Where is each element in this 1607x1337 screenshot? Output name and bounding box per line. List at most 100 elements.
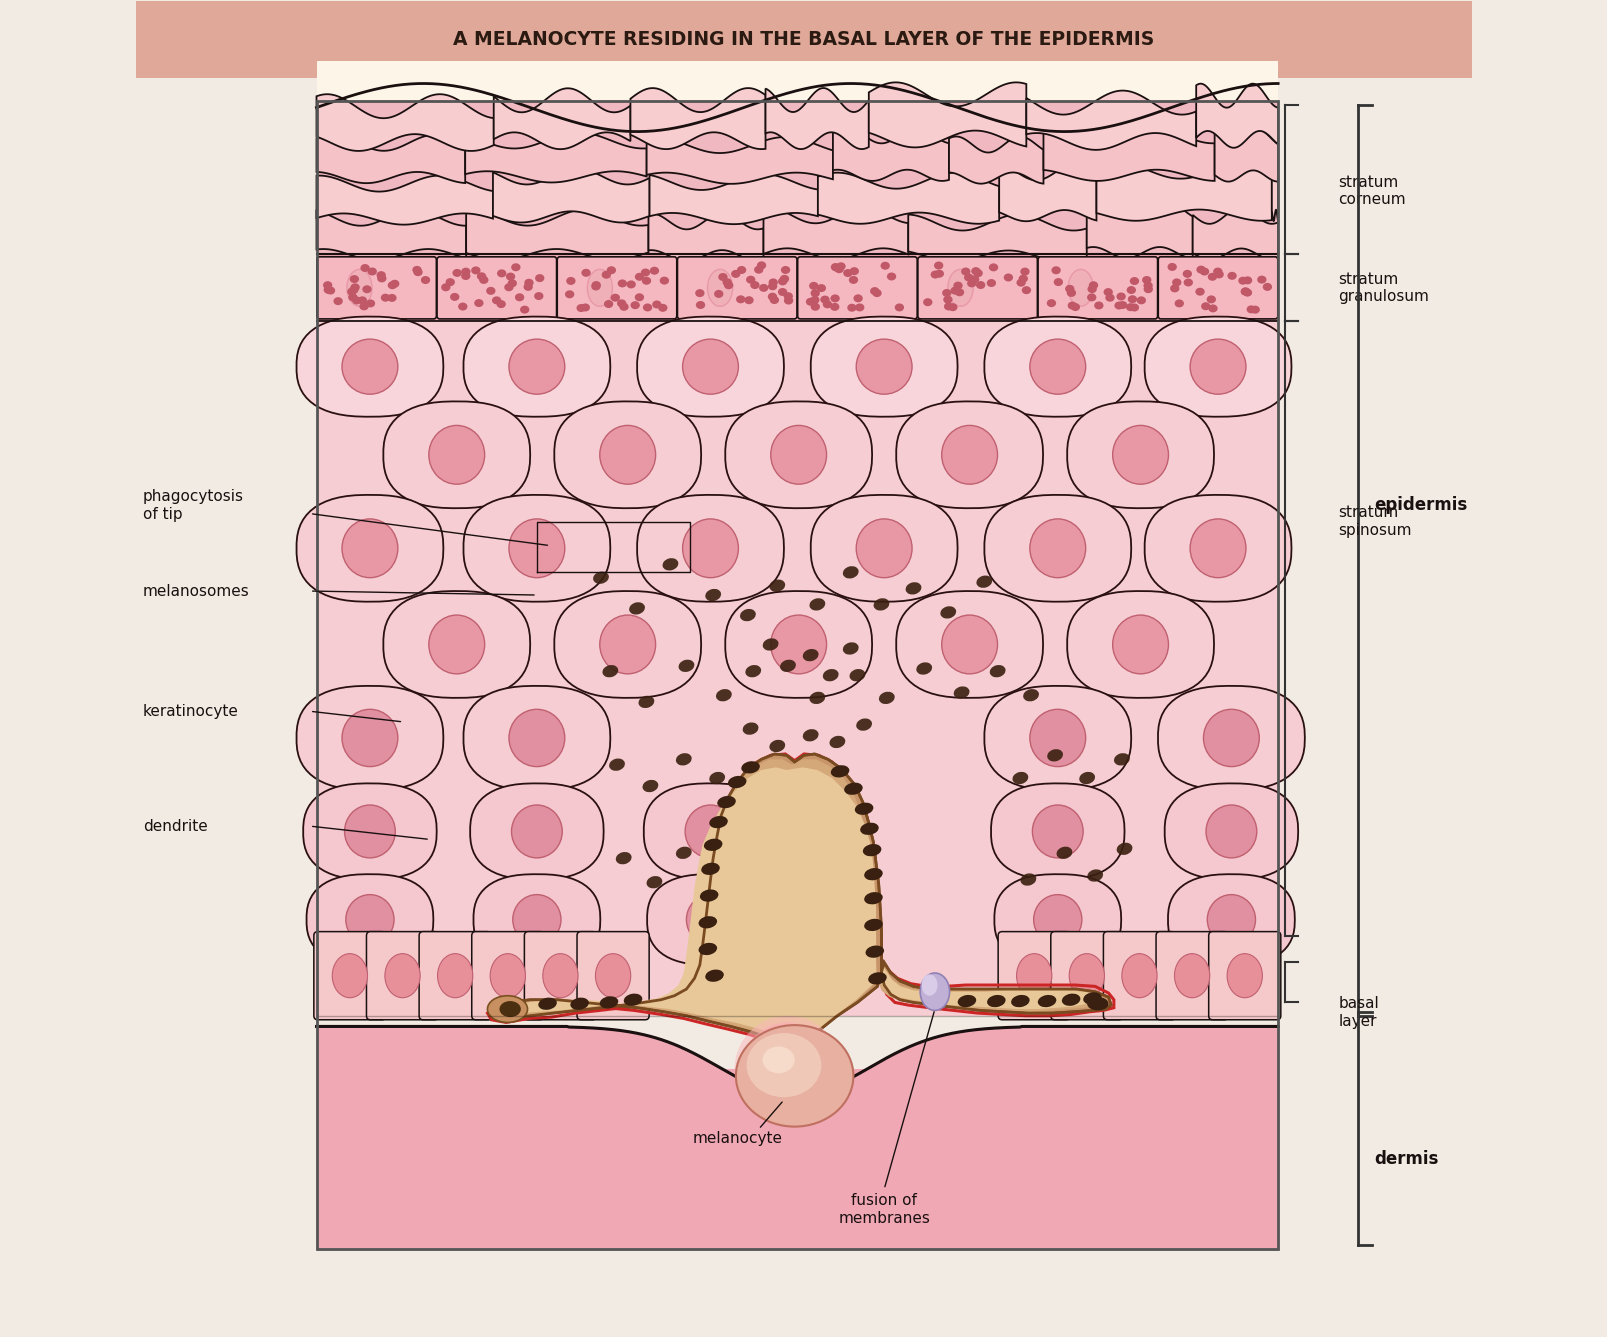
- Ellipse shape: [514, 293, 524, 301]
- FancyBboxPatch shape: [313, 932, 386, 1020]
- Ellipse shape: [1242, 289, 1252, 297]
- Ellipse shape: [916, 662, 932, 675]
- Polygon shape: [493, 168, 649, 222]
- Ellipse shape: [323, 281, 333, 289]
- Ellipse shape: [942, 425, 996, 484]
- Ellipse shape: [606, 266, 615, 274]
- Ellipse shape: [387, 281, 397, 289]
- Ellipse shape: [599, 996, 617, 1008]
- Ellipse shape: [1028, 519, 1085, 578]
- Ellipse shape: [643, 779, 657, 793]
- Ellipse shape: [709, 816, 728, 828]
- Ellipse shape: [921, 975, 937, 996]
- Ellipse shape: [1172, 278, 1181, 286]
- Ellipse shape: [603, 664, 617, 678]
- Ellipse shape: [686, 894, 734, 944]
- Ellipse shape: [1067, 269, 1093, 306]
- Ellipse shape: [802, 648, 818, 662]
- Ellipse shape: [848, 668, 865, 682]
- Ellipse shape: [604, 299, 612, 308]
- Ellipse shape: [564, 290, 574, 298]
- Ellipse shape: [744, 297, 754, 305]
- Ellipse shape: [591, 281, 601, 289]
- Ellipse shape: [1112, 425, 1168, 484]
- Ellipse shape: [873, 598, 889, 611]
- Ellipse shape: [535, 274, 545, 282]
- Ellipse shape: [1189, 340, 1245, 394]
- Ellipse shape: [471, 266, 480, 274]
- Ellipse shape: [1196, 266, 1205, 274]
- Ellipse shape: [964, 274, 972, 282]
- Ellipse shape: [511, 263, 521, 271]
- Ellipse shape: [582, 269, 590, 277]
- FancyBboxPatch shape: [1038, 257, 1157, 320]
- Text: stratum
granulosum: stratum granulosum: [1337, 271, 1429, 303]
- Polygon shape: [1163, 783, 1297, 880]
- Ellipse shape: [966, 279, 975, 287]
- FancyBboxPatch shape: [558, 257, 677, 320]
- Ellipse shape: [450, 293, 460, 301]
- FancyBboxPatch shape: [1155, 932, 1228, 1020]
- Polygon shape: [490, 754, 1110, 1050]
- Polygon shape: [1043, 127, 1213, 180]
- Ellipse shape: [617, 279, 627, 287]
- Ellipse shape: [869, 287, 879, 295]
- Ellipse shape: [1237, 277, 1247, 285]
- Polygon shape: [1025, 91, 1196, 150]
- Ellipse shape: [627, 281, 635, 289]
- Ellipse shape: [754, 266, 763, 274]
- Ellipse shape: [810, 295, 820, 303]
- Ellipse shape: [362, 285, 371, 293]
- Ellipse shape: [624, 993, 641, 1005]
- Circle shape: [781, 1063, 794, 1076]
- FancyBboxPatch shape: [577, 932, 649, 1020]
- Ellipse shape: [736, 266, 746, 274]
- Ellipse shape: [1104, 294, 1114, 302]
- Ellipse shape: [707, 269, 733, 306]
- Ellipse shape: [347, 269, 371, 306]
- Ellipse shape: [1020, 873, 1035, 885]
- Ellipse shape: [1114, 302, 1123, 310]
- FancyBboxPatch shape: [1208, 932, 1281, 1020]
- Ellipse shape: [490, 953, 525, 997]
- Ellipse shape: [863, 868, 882, 880]
- Polygon shape: [1067, 591, 1213, 698]
- Ellipse shape: [696, 301, 705, 309]
- Ellipse shape: [855, 340, 911, 394]
- Ellipse shape: [1205, 805, 1257, 858]
- Ellipse shape: [971, 267, 980, 275]
- Ellipse shape: [697, 916, 717, 928]
- Ellipse shape: [779, 275, 789, 283]
- Polygon shape: [983, 495, 1130, 602]
- Ellipse shape: [1011, 995, 1028, 1007]
- Ellipse shape: [829, 735, 845, 749]
- Ellipse shape: [1226, 953, 1261, 997]
- Ellipse shape: [1199, 267, 1208, 275]
- Ellipse shape: [350, 283, 360, 291]
- Text: phagocytosis
of tip: phagocytosis of tip: [143, 489, 244, 521]
- Ellipse shape: [615, 852, 632, 864]
- Ellipse shape: [808, 598, 824, 611]
- FancyBboxPatch shape: [437, 257, 556, 320]
- Ellipse shape: [770, 615, 826, 674]
- Text: stratum
spinosum: stratum spinosum: [1337, 505, 1411, 537]
- Ellipse shape: [783, 293, 792, 301]
- FancyBboxPatch shape: [419, 932, 490, 1020]
- Ellipse shape: [485, 287, 495, 295]
- Circle shape: [775, 1056, 800, 1083]
- Ellipse shape: [768, 282, 776, 290]
- Ellipse shape: [767, 293, 776, 301]
- Polygon shape: [554, 591, 701, 698]
- Ellipse shape: [595, 953, 630, 997]
- Ellipse shape: [887, 273, 895, 281]
- Ellipse shape: [871, 289, 881, 297]
- Ellipse shape: [360, 302, 368, 310]
- Ellipse shape: [1207, 273, 1216, 281]
- Polygon shape: [763, 207, 908, 259]
- Polygon shape: [382, 591, 530, 698]
- Polygon shape: [505, 767, 1098, 1042]
- Ellipse shape: [831, 263, 839, 271]
- Ellipse shape: [1241, 287, 1250, 295]
- Polygon shape: [725, 401, 871, 508]
- Ellipse shape: [848, 275, 858, 283]
